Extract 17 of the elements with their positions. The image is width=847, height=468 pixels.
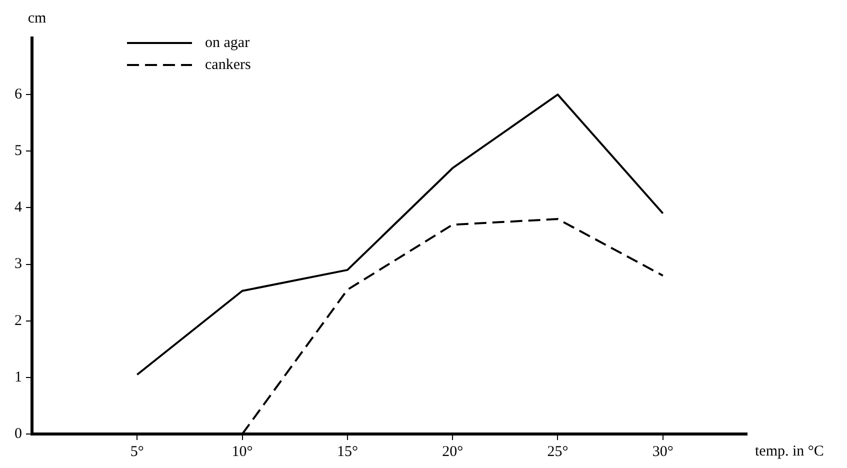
y-tick-label: 4 xyxy=(14,200,22,216)
x-axis-title: temp. in °C xyxy=(755,443,824,460)
y-tick-label: 1 xyxy=(14,369,22,386)
x-tick-label: 30° xyxy=(652,444,674,460)
y-tick-label: 5 xyxy=(14,143,22,160)
y-tick-label: 2 xyxy=(14,312,22,329)
legend-label: cankers xyxy=(205,56,251,73)
x-tick-label: 25° xyxy=(547,444,568,460)
y-tick-label: 0 xyxy=(14,426,22,442)
y-tick-label: 6 xyxy=(14,86,22,103)
x-tick-label: 15° xyxy=(336,444,358,460)
x-tick-label: 5° xyxy=(130,444,144,460)
x-tick-label: 20° xyxy=(442,444,464,460)
y-axis-title: cm xyxy=(28,10,46,26)
y-tick-label: 3 xyxy=(14,256,22,272)
x-tick-label: 10° xyxy=(232,444,253,460)
legend-label: on agar xyxy=(205,34,250,51)
